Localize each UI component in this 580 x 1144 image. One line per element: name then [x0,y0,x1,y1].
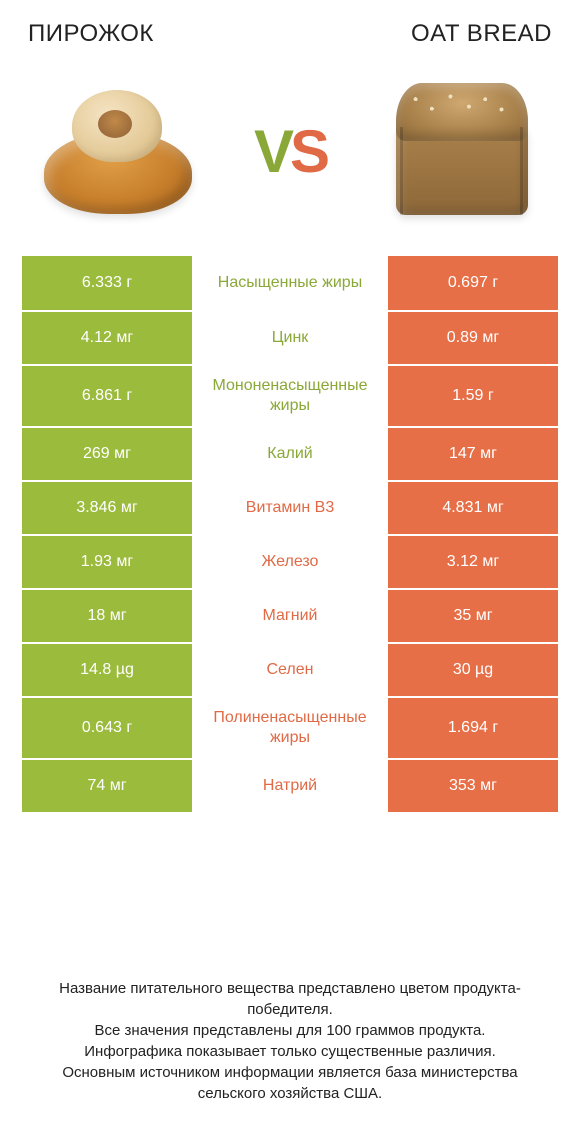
left-value: 1.93 мг [22,536,192,588]
left-value: 0.643 г [22,698,192,758]
left-value: 3.846 мг [22,482,192,534]
footer-line-3: Инфографика показывает только существенн… [28,1041,552,1062]
header-row: ПИРОЖОК OAT BREAD [0,0,580,56]
nutrient-label: Цинк [192,312,388,364]
right-value: 4.831 мг [388,482,558,534]
right-value: 0.89 мг [388,312,558,364]
table-row: 1.93 мгЖелезо3.12 мг [22,534,558,588]
right-value: 3.12 мг [388,536,558,588]
right-value: 353 мг [388,760,558,812]
left-value: 6.861 г [22,366,192,426]
table-row: 14.8 µgСелен30 µg [22,642,558,696]
nutrient-label: Калий [192,428,388,480]
pirozhok-icon [38,82,198,222]
oat-bread-icon [382,77,542,227]
nutrient-label: Железо [192,536,388,588]
table-row: 74 мгНатрий353 мг [22,758,558,812]
left-value: 6.333 г [22,256,192,310]
comparison-table: 6.333 гНасыщенные жиры0.697 г4.12 мгЦинк… [0,256,580,812]
food-image-left [28,72,208,232]
left-value: 14.8 µg [22,644,192,696]
left-value: 18 мг [22,590,192,642]
table-row: 3.846 мгВитамин B34.831 мг [22,480,558,534]
nutrient-label: Полиненасыщенные жиры [192,698,388,758]
right-value: 147 мг [388,428,558,480]
nutrient-label: Насыщенные жиры [192,256,388,310]
header-left-title: ПИРОЖОК [28,20,154,48]
table-row: 6.333 гНасыщенные жиры0.697 г [22,256,558,310]
left-value: 269 мг [22,428,192,480]
table-row: 0.643 гПолиненасыщенные жиры1.694 г [22,696,558,758]
hero-row: VS [0,56,580,256]
footer-line-4: Основным источником информации является … [28,1062,552,1104]
table-row: 4.12 мгЦинк0.89 мг [22,310,558,364]
nutrient-label: Витамин B3 [192,482,388,534]
table-row: 269 мгКалий147 мг [22,426,558,480]
footer-note: Название питательного вещества представл… [0,952,580,1144]
vs-letter-v: V [254,118,290,185]
right-value: 1.694 г [388,698,558,758]
nutrient-label: Селен [192,644,388,696]
right-value: 35 мг [388,590,558,642]
left-value: 4.12 мг [22,312,192,364]
food-image-right [372,72,552,232]
table-row: 6.861 гМононенасыщенные жиры1.59 г [22,364,558,426]
table-row: 18 мгМагний35 мг [22,588,558,642]
right-value: 30 µg [388,644,558,696]
nutrient-label: Магний [192,590,388,642]
infographic-root: ПИРОЖОК OAT BREAD VS 6.333 гНасыщенные ж… [0,0,580,1144]
right-value: 1.59 г [388,366,558,426]
footer-line-2: Все значения представлены для 100 граммо… [28,1020,552,1041]
vs-badge: VS [254,122,326,182]
header-right-title: OAT BREAD [411,20,552,48]
vs-letter-s: S [290,118,326,185]
left-value: 74 мг [22,760,192,812]
right-value: 0.697 г [388,256,558,310]
nutrient-label: Мононенасыщенные жиры [192,366,388,426]
footer-line-1: Название питательного вещества представл… [28,978,552,1020]
nutrient-label: Натрий [192,760,388,812]
